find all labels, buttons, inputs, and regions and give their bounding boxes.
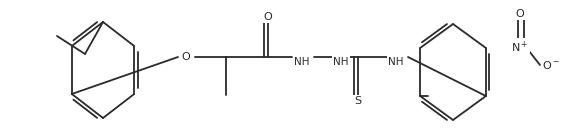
Text: O: O <box>263 12 272 22</box>
Text: N$^+$: N$^+$ <box>511 39 529 55</box>
Text: O: O <box>182 52 190 62</box>
Text: O: O <box>516 9 524 19</box>
Text: NH: NH <box>333 57 349 67</box>
Text: NH: NH <box>294 57 310 67</box>
Text: NH: NH <box>388 57 404 67</box>
Text: O$^-$: O$^-$ <box>542 59 560 71</box>
Text: S: S <box>355 96 361 106</box>
